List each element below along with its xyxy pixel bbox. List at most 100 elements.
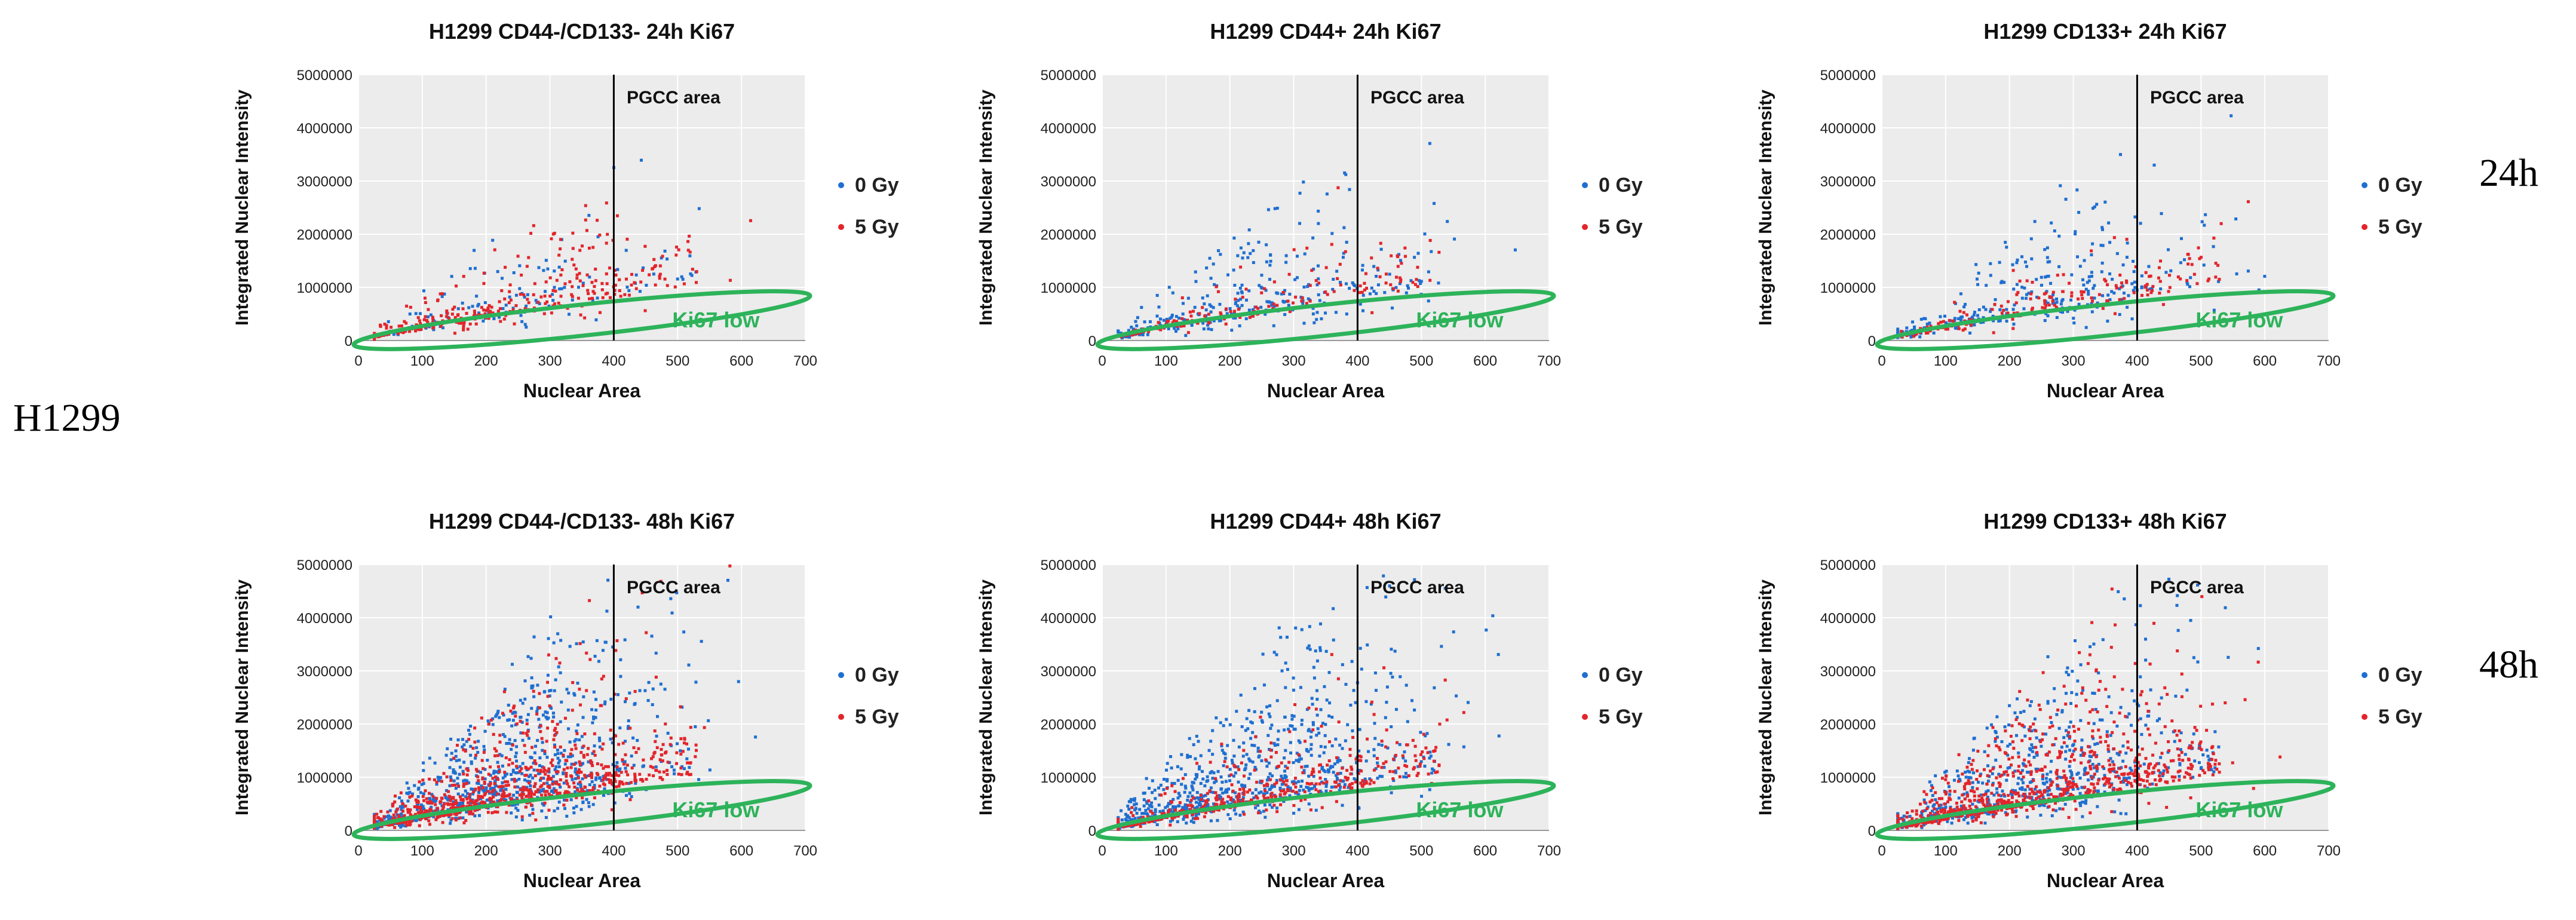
point-0gy: [1339, 772, 1342, 775]
point-5gy: [493, 811, 496, 814]
point-0gy: [594, 318, 597, 321]
point-0gy: [2184, 753, 2187, 756]
point-0gy: [1972, 749, 1975, 752]
point-5gy: [560, 268, 563, 271]
scatter-chart: H1299 CD133+ 48h Ki670100000020000003000…: [1744, 502, 2461, 920]
point-5gy: [1271, 792, 1274, 795]
point-5gy: [2220, 222, 2223, 225]
point-0gy: [1222, 764, 1225, 767]
point-5gy: [1237, 794, 1240, 797]
point-5gy: [421, 778, 424, 781]
point-0gy: [518, 287, 521, 290]
point-5gy: [2043, 302, 2046, 305]
point-5gy: [600, 677, 603, 680]
point-0gy: [1238, 324, 1241, 327]
point-0gy: [582, 695, 585, 698]
point-0gy: [575, 729, 578, 732]
point-0gy: [1232, 269, 1235, 272]
point-0gy: [409, 312, 412, 315]
point-0gy: [625, 794, 628, 797]
point-5gy: [1209, 760, 1212, 763]
point-5gy: [1358, 291, 1361, 294]
x-tick-label: 200: [1998, 353, 2022, 369]
point-0gy: [2201, 220, 2204, 223]
point-0gy: [1298, 789, 1301, 792]
point-0gy: [1319, 622, 1322, 625]
point-0gy: [598, 737, 601, 740]
point-0gy: [553, 286, 556, 289]
point-0gy: [536, 739, 539, 742]
point-5gy: [1403, 764, 1406, 767]
point-0gy: [1918, 335, 1921, 338]
point-0gy: [541, 741, 544, 744]
point-5gy: [483, 793, 486, 796]
point-0gy: [615, 761, 618, 764]
point-0gy: [655, 652, 658, 655]
point-5gy: [2052, 291, 2055, 294]
point-0gy: [1134, 320, 1137, 323]
point-0gy: [1283, 313, 1286, 316]
point-5gy: [1157, 321, 1160, 324]
point-0gy: [1302, 322, 1305, 325]
point-5gy: [1400, 262, 1403, 265]
point-0gy: [2051, 814, 2054, 817]
point-0gy: [652, 688, 655, 691]
point-5gy: [1192, 796, 1195, 799]
point-5gy: [1182, 777, 1185, 780]
point-0gy: [2044, 319, 2047, 322]
point-5gy: [424, 789, 427, 792]
point-5gy: [2146, 293, 2149, 296]
point-0gy: [618, 726, 621, 729]
point-0gy: [1366, 643, 1369, 646]
point-0gy: [591, 721, 594, 724]
point-0gy: [2160, 212, 2163, 215]
point-5gy: [1279, 793, 1282, 796]
point-0gy: [1388, 273, 1391, 276]
point-0gy: [2100, 270, 2103, 273]
point-0gy: [1160, 784, 1163, 787]
point-5gy: [419, 818, 422, 821]
point-0gy: [2139, 604, 2142, 607]
point-5gy: [675, 752, 678, 755]
point-0gy: [1174, 330, 1177, 333]
point-5gy: [1260, 292, 1263, 295]
pgcc-area-label: PGCC area: [2150, 88, 2244, 108]
point-0gy: [542, 269, 545, 272]
point-5gy: [547, 809, 550, 812]
point-5gy: [1304, 740, 1307, 743]
point-5gy: [600, 763, 603, 766]
point-0gy: [2212, 245, 2215, 248]
point-0gy: [2110, 711, 2113, 714]
x-tick-label: 0: [1878, 353, 1885, 369]
point-0gy: [1194, 306, 1197, 309]
point-0gy: [2132, 260, 2135, 263]
point-0gy: [2230, 114, 2232, 117]
point-0gy: [577, 286, 580, 289]
point-5gy: [574, 744, 576, 747]
point-0gy: [427, 315, 430, 318]
point-0gy: [419, 791, 422, 794]
point-0gy: [1245, 317, 1248, 320]
point-0gy: [1361, 309, 1364, 312]
point-0gy: [539, 789, 542, 792]
point-5gy: [565, 775, 568, 778]
point-0gy: [543, 691, 546, 694]
point-5gy: [587, 747, 590, 750]
point-5gy: [689, 773, 692, 776]
point-0gy: [1184, 334, 1187, 337]
point-0gy: [596, 639, 599, 642]
point-0gy: [1964, 771, 1967, 774]
point-0gy: [2116, 252, 2119, 255]
point-5gy: [1385, 281, 1388, 284]
point-5gy: [634, 690, 637, 693]
point-0gy: [2046, 275, 2048, 278]
point-5gy: [2218, 278, 2221, 281]
point-0gy: [1260, 274, 1263, 277]
point-0gy: [1977, 272, 1980, 275]
point-5gy: [577, 297, 580, 300]
point-0gy: [1437, 281, 1440, 284]
point-5gy: [1240, 762, 1243, 765]
point-0gy: [609, 738, 612, 741]
point-0gy: [559, 639, 562, 642]
point-0gy: [567, 727, 570, 730]
